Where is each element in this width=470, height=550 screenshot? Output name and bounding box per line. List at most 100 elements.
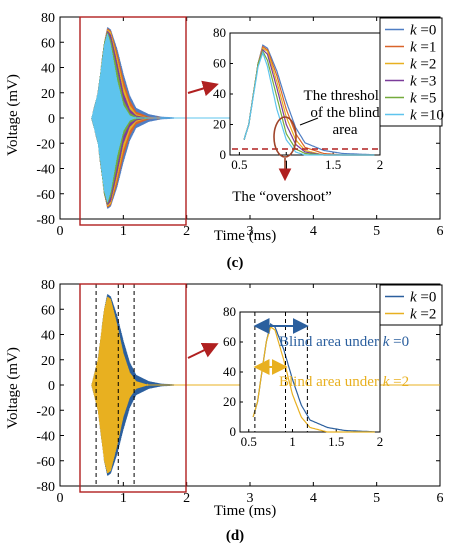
d-blind-area-k2-label: Blind area under k =2 (279, 374, 409, 390)
d-blind-area-k0-prefix: Blind area under (279, 334, 383, 350)
d-ytick-label: 20 (41, 354, 55, 369)
c-ytick-label: 60 (41, 36, 55, 51)
d-inset-ytick-label: 0 (230, 424, 237, 439)
panel-d-zoom-arrow (187, 342, 219, 359)
c-legend-entry: k =10 (410, 108, 444, 124)
d-inset-frame (239, 311, 381, 433)
d-ytick-label: -20 (36, 404, 55, 419)
d-legend-entry-value: =0 (417, 290, 437, 306)
d-inset-xtick-label: 1 (289, 434, 296, 449)
panel-c-zoom-box (79, 16, 187, 226)
d-ytick-label: 80 (41, 278, 55, 293)
d-blind-area-k2-var: k (383, 374, 390, 390)
c-ytick-label: 0 (48, 112, 55, 127)
panel-c-ylabel: Voltage (mV) (5, 74, 21, 156)
panel-c: 0 1 2 3 4 5 6 80 60 40 20 0 -20 -40 -60 -80 0.5 1 1.5 2 80 6… (5, 11, 444, 271)
c-legend-entry-value: =10 (417, 108, 444, 124)
c-xtick-label: 3 (247, 224, 254, 239)
d-blind-area-k0-label: Blind area under k =0 (279, 334, 409, 350)
c-legend-entry-value: =1 (417, 40, 437, 56)
d-xtick-label: 2 (183, 491, 190, 506)
c-legend-entry: k =3 (410, 74, 436, 90)
c-inset-ytick-label: 80 (213, 25, 226, 40)
panel-d-label: (d) (226, 528, 244, 544)
c-ytick-label: -80 (36, 213, 55, 228)
c-legend-entry: k =2 (410, 57, 436, 73)
d-xtick-label: 1 (120, 491, 127, 506)
c-threshold-label: area (333, 122, 358, 138)
d-xtick-label: 4 (310, 491, 317, 506)
panel-d-signals (91, 284, 440, 486)
panel-d-zoom-box (79, 283, 187, 493)
c-inset-envelope-series (243, 44, 375, 156)
d-blind-area-k0-var: k (383, 334, 390, 350)
c-inset-xtick-label: 1 (283, 157, 290, 172)
c-ytick-label: -40 (36, 163, 55, 178)
panel-c-label: (c) (227, 255, 244, 271)
c-legend-entry-value: =3 (417, 74, 437, 90)
d-blind-area-k2-value: =2 (389, 374, 409, 390)
c-inset-ytick-label: 40 (213, 86, 226, 101)
c-xtick-label: 6 (437, 224, 444, 239)
c-legend-entry: k =1 (410, 40, 436, 56)
d-inset-xtick-label: 2 (377, 434, 384, 449)
d-legend-entry: k =0 (410, 290, 436, 306)
c-xtick-label: 5 (373, 224, 380, 239)
c-legend-entry-value: =2 (417, 57, 437, 73)
c-legend-box (379, 17, 443, 127)
c-legend-entry-var: k (410, 91, 417, 107)
d-ytick-label: 0 (48, 379, 55, 394)
c-legend-entry: k =0 (410, 23, 436, 39)
d-inset-ytick-label: 60 (223, 334, 236, 349)
c-inset-xtick-label: 2 (377, 157, 384, 172)
d-ytick-label: -80 (36, 480, 55, 495)
c-ytick-label: 40 (41, 62, 55, 77)
panel-d-ylabel: Voltage (mV) (5, 347, 21, 429)
d-inset-ytick-label: 20 (223, 394, 236, 409)
c-xtick-label: 1 (120, 224, 127, 239)
d-legend-box (379, 284, 443, 326)
c-overshoot-circle (273, 116, 297, 158)
d-ytick-label: -40 (36, 430, 55, 445)
c-xtick-label: 4 (310, 224, 317, 239)
d-inset-ytick-label: 80 (223, 304, 236, 319)
c-xtick-label: 2 (183, 224, 190, 239)
d-xtick-label: 0 (57, 491, 64, 506)
d-legend-entry-var: k (410, 307, 417, 323)
d-xtick-label: 5 (373, 491, 380, 506)
c-legend-entry: k =5 (410, 91, 436, 107)
c-inset-envelope-series (243, 50, 375, 156)
panel-c-xlabel: Time (ms) (214, 228, 276, 244)
panel-c-zoom-arrow (187, 80, 219, 97)
c-threshold-label: of the blind (310, 105, 380, 121)
c-legend-entry-value: =5 (417, 91, 437, 107)
panel-d-xlabel: Time (ms) (214, 503, 276, 519)
d-ytick-label: 40 (41, 329, 55, 344)
d-ytick-label: -60 (36, 455, 55, 470)
c-legend-entry-var: k (410, 74, 417, 90)
d-blind-area-k0-value: =0 (389, 334, 409, 350)
d-inset-ytick-label: 40 (223, 364, 236, 379)
c-inset-ytick-label: 0 (220, 147, 227, 162)
c-inset-xtick-label: 0.5 (231, 157, 247, 172)
c-ytick-label: 80 (41, 11, 55, 26)
c-threshold-label: The threshold (304, 88, 387, 104)
d-legend-entry-var: k (410, 290, 417, 306)
d-legend-entry-value: =2 (417, 307, 437, 323)
c-xtick-label: 0 (57, 224, 64, 239)
c-legend-entry-var: k (410, 40, 417, 56)
c-inset-ytick-label: 60 (213, 56, 226, 71)
c-inset-ytick-label: 20 (213, 117, 226, 132)
c-ytick-label: 20 (41, 87, 55, 102)
panel-d-legend: k =0k =2 (379, 284, 443, 326)
c-inset-frame (229, 32, 381, 156)
panel-c-legend: k =0k =1k =2k =3k =5k =10 (379, 17, 444, 127)
c-overshoot-label: The “overshoot” (232, 189, 332, 205)
c-inset-xtick-label: 1.5 (325, 157, 341, 172)
d-inset-xtick-label: 0.5 (241, 434, 257, 449)
d-inset-xtick-label: 1.5 (328, 434, 344, 449)
d-xtick-label: 6 (437, 491, 444, 506)
c-ytick-label: -20 (36, 137, 55, 152)
